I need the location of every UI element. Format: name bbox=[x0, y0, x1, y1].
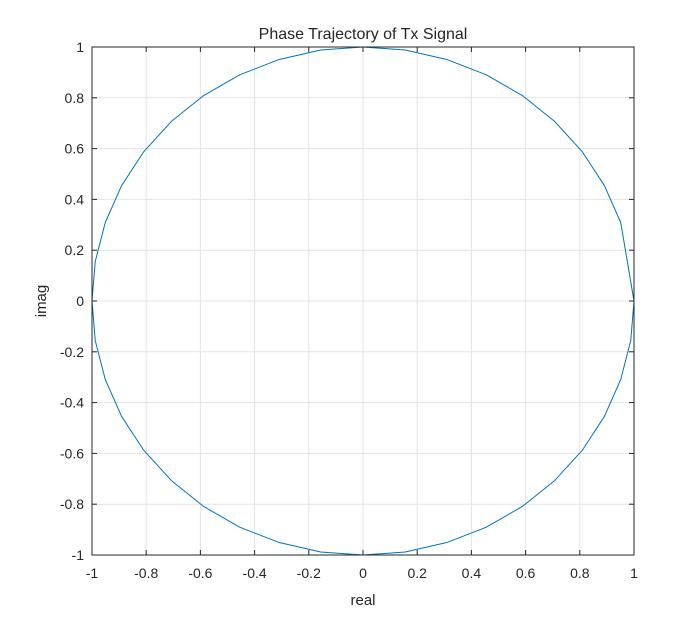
series-layer bbox=[91, 46, 635, 556]
x-tick-label: 0 bbox=[359, 565, 367, 581]
y-tick-label: 0.6 bbox=[65, 141, 85, 157]
y-tick-label: 0.8 bbox=[65, 90, 85, 106]
x-tick-label: 0.4 bbox=[462, 565, 482, 581]
x-tick-labels: -1 -0.8 -0.6 -0.4 -0.2 0 0.2 0.4 0.6 0.8 1 bbox=[86, 565, 638, 581]
x-tick-label: 1 bbox=[630, 565, 638, 581]
y-tick-label: 1 bbox=[76, 39, 84, 55]
y-tick-labels: -1 -0.8 -0.6 -0.4 -0.2 0 0.2 0.4 0.6 0.8 1 bbox=[60, 39, 84, 563]
x-tick-label: 0.2 bbox=[407, 565, 427, 581]
series-line bbox=[91, 46, 635, 556]
y-tick-label: -0.8 bbox=[60, 496, 84, 512]
y-axis-label: imag bbox=[33, 285, 50, 318]
x-tick-label: 0.6 bbox=[516, 565, 536, 581]
y-tick-label: 0.4 bbox=[65, 191, 85, 207]
chart-title: Phase Trajectory of Tx Signal bbox=[259, 26, 468, 43]
x-tick-label: 0.8 bbox=[570, 565, 590, 581]
tick-marks bbox=[91, 46, 635, 556]
x-tick-label: -0.2 bbox=[297, 565, 321, 581]
x-tick-label: -0.4 bbox=[243, 565, 267, 581]
x-tick-label: -0.8 bbox=[134, 565, 158, 581]
y-tick-label: -0.4 bbox=[60, 395, 84, 411]
y-tick-label: -1 bbox=[72, 547, 85, 563]
y-tick-label: 0 bbox=[76, 293, 84, 309]
x-tick-label: -0.6 bbox=[188, 565, 212, 581]
y-tick-label: -0.6 bbox=[60, 445, 84, 461]
x-tick-label: -1 bbox=[86, 565, 99, 581]
y-tick-label: -0.2 bbox=[60, 344, 84, 360]
y-tick-label: 0.2 bbox=[65, 242, 85, 258]
x-axis-label: real bbox=[350, 592, 375, 609]
